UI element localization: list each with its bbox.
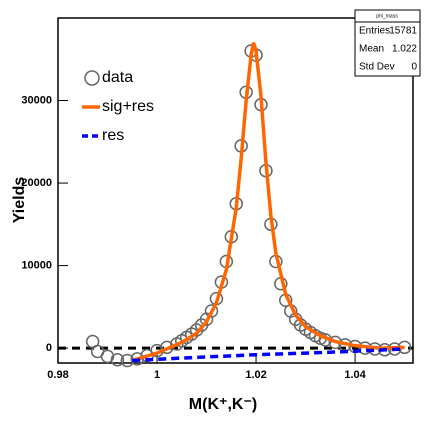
stats-label: Entries <box>359 26 390 37</box>
data-point <box>189 323 204 337</box>
stats-value: 15781 <box>389 26 417 37</box>
y-tick-label: 20000 <box>21 177 52 189</box>
x-tick-label: 1 <box>154 369 160 381</box>
x-tick-label: 1.04 <box>344 369 366 381</box>
legend-label: data <box>102 69 133 86</box>
y-tick-label: 30000 <box>21 94 52 106</box>
fit-line <box>131 42 405 363</box>
frame <box>57 17 414 364</box>
legend-label: sig+res <box>102 98 154 115</box>
stats-frame <box>354 9 421 77</box>
data-point <box>110 352 125 367</box>
y-axis-label: Yields <box>11 177 28 224</box>
stats-value: 0 <box>411 62 417 73</box>
data-point <box>100 349 115 364</box>
legend-label: res <box>102 127 124 144</box>
stats-value: 1.022 <box>392 44 417 55</box>
res-line <box>132 347 405 363</box>
stats-title: phi_mass <box>376 13 398 19</box>
x-tick-label: 1.02 <box>245 369 266 381</box>
legend-marker <box>84 70 100 86</box>
y-tick-label: 0 <box>46 342 52 354</box>
x-axis-label: M(K⁺,K⁻) <box>189 396 257 413</box>
data-point <box>204 304 219 318</box>
stats-box: phi_mass Entries 15781 Mean 1.022 Std Dev 0 <box>354 9 421 77</box>
x-tick-label: 0.98 <box>47 369 68 381</box>
y-tick-label: 10000 <box>21 260 52 272</box>
stats-label: Mean <box>359 44 384 55</box>
stats-label: Std Dev <box>359 62 395 73</box>
